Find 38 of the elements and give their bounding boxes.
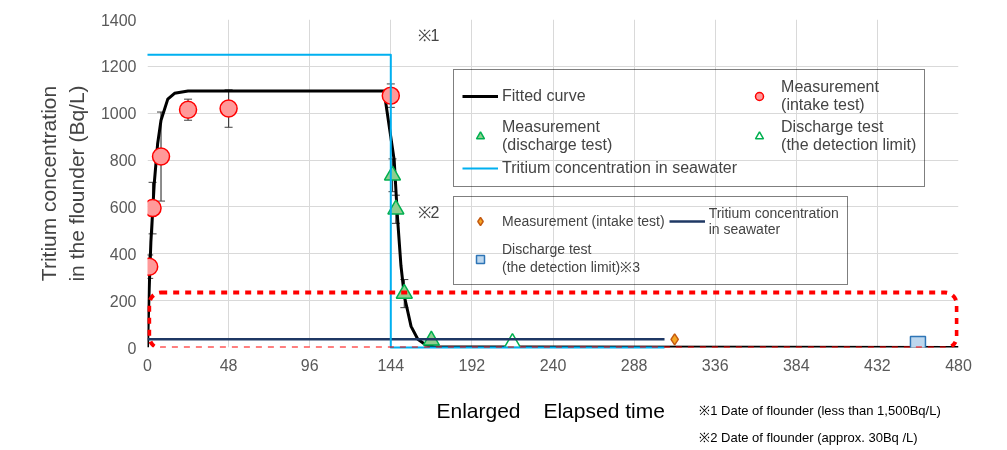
y-tick-label: 1000 [100,105,137,123]
x-tick-label: 96 [300,356,319,374]
point [387,199,405,215]
legend-label: Tritium concentration in seawater [502,159,738,177]
annotation: ※1 [417,27,440,44]
x-tick-label: 0 [143,356,153,374]
legend-label: Tritium concentration in seawater [708,205,839,237]
x-tick-label: 384 [782,356,810,374]
legend-label: Fitted curve [502,87,586,105]
x-tick-label: 336 [701,356,729,374]
legend-label: Measurement (intake test) [502,213,665,229]
text: Enlarged [436,399,521,422]
x-tick-label: 192 [458,356,486,374]
x-tick-label: 48 [219,356,238,374]
y-tick-label: 1200 [100,58,137,76]
x-tick-label: 144 [377,356,405,374]
legend-label: Discharge test (the detection limit) [781,118,917,154]
legend-label: Discharge test (the detection limit)※3 [502,241,641,276]
y-axis-title: Tritium concentration in the flounder (Bq/L) [37,85,88,282]
text: ※2 Date of flounder (approx. 30Bq /L) [699,430,918,445]
legend-label: Measurement (discharge test) [502,118,613,154]
point [178,100,198,119]
annotation: ※2 [417,204,440,221]
y-tick-label: 0 [127,339,137,357]
x-tick-label: 432 [864,356,891,374]
y-tick-label: 800 [109,152,137,170]
legend-label: Measurement (intake test) [781,78,879,114]
text: ※1 Date of flounder (less than 1,500Bq/L) [699,403,941,418]
y-tick-label: 1400 [100,11,137,29]
point [219,99,238,118]
x-axis-title: Elapsed time [543,399,665,422]
x-tick-label: 288 [620,356,648,374]
y-tick-label: 400 [109,245,137,263]
y-tick-label: 600 [109,198,137,216]
x-tick-label: 480 [945,356,972,374]
y-tick-label: 200 [109,292,137,310]
point [151,147,171,166]
x-tick-label: 240 [539,356,567,374]
